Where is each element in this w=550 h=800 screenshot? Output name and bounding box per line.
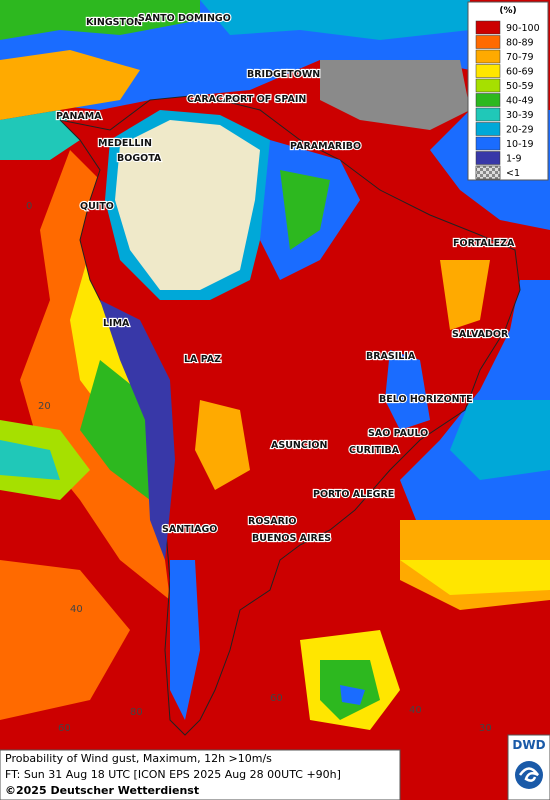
legend-swatch [475,93,501,107]
legend-label: 40-49 [506,96,534,107]
grid-label: 30 [479,723,492,734]
field-area [450,400,550,480]
legend-label: 50-59 [506,81,534,92]
legend-swatch [475,35,501,49]
city-label: LIMA [103,318,130,329]
city-label: CURITIBA [349,445,400,456]
legend-label: 80-89 [506,38,534,49]
grid-label: 20 [38,401,51,412]
city-label: BELO HORIZONTE [379,394,473,405]
city-label: QUITO [80,201,114,212]
city-label: BUENOS AIRES [252,533,331,544]
city-label: CARACAS [187,94,237,105]
legend-label: 1-9 [506,154,522,165]
legend-label: 10-19 [506,139,534,150]
field-area [440,260,490,330]
legend-label: 90-100 [506,23,540,34]
legend-swatch [475,64,501,78]
legend-swatch [475,107,501,122]
city-label: LA PAZ [184,354,221,365]
field-area [0,0,200,40]
city-label: SANTIAGO [162,524,217,535]
field-area [385,350,430,430]
city-label: FORTALEZA [453,238,515,249]
city-label: MEDELLIN [98,138,152,149]
legend-unit: (%) [499,6,516,16]
city-label: PORT OF SPAIN [225,94,306,105]
field-area [200,0,470,40]
field-area [170,560,200,720]
grid-label: 40 [70,604,83,615]
field-area [340,685,365,705]
legend-label: 60-69 [506,67,534,78]
field-area [400,560,550,595]
legend-swatch [475,151,501,165]
city-label: BRASILIA [366,351,416,362]
legend-label: 30-39 [506,110,534,121]
city-label: BOGOTA [117,153,162,164]
city-label: SANTO DOMINGO [138,13,231,24]
city-label: KINGSTON [86,17,142,28]
grid-label: 60 [58,723,71,734]
city-label: ASUNCION [271,440,327,451]
legend-label: 70-79 [506,52,534,63]
footer-title: Probability of Wind gust, Maximum, 12h >… [5,752,272,765]
field-area [0,110,80,160]
legend-swatch [475,122,501,136]
city-label: SAO PAULO [368,428,428,439]
legend-swatch [475,20,501,35]
logo-swirl [518,767,540,782]
legend-label: <1 [506,168,520,179]
field-area [115,120,260,290]
legend-swatch [475,49,501,64]
legend-swatch [475,136,501,151]
field-area [320,60,470,130]
city-label: PANAMA [56,111,102,122]
field-area [0,560,130,720]
footer-box [0,749,401,800]
legend-swatch [475,78,501,93]
city-label: PORTO ALEGRE [313,489,394,500]
legend-swatch-pattern [475,165,501,180]
field-area [0,440,60,480]
grid-label: 80 [130,707,143,718]
city-label: ROSARIO [248,516,297,527]
field-area [195,400,250,490]
city-label: BRIDGETOWN [247,69,320,80]
legend-label: 20-29 [506,125,534,136]
field-area [280,170,330,250]
footer-forecast-time: FT: Sun 31 Aug 18 UTC [ICON EPS 2025 Aug… [5,768,341,781]
grid-label: 60 [270,693,283,704]
legend-items: 90-100 80-89 70-79 60-69 50-59 40-49 30-39 20-2… [475,20,540,180]
footer-copyright: ©2025 Deutscher Wetterdienst [5,784,199,797]
grid-label: 40 [409,705,422,716]
city-label: SALVADOR [452,329,509,340]
logo-text: DWD [512,738,545,752]
field-area [100,300,175,560]
city-label: PARAMARIBO [290,141,361,152]
field-area [0,50,140,120]
grid-label: 0 [26,201,32,212]
